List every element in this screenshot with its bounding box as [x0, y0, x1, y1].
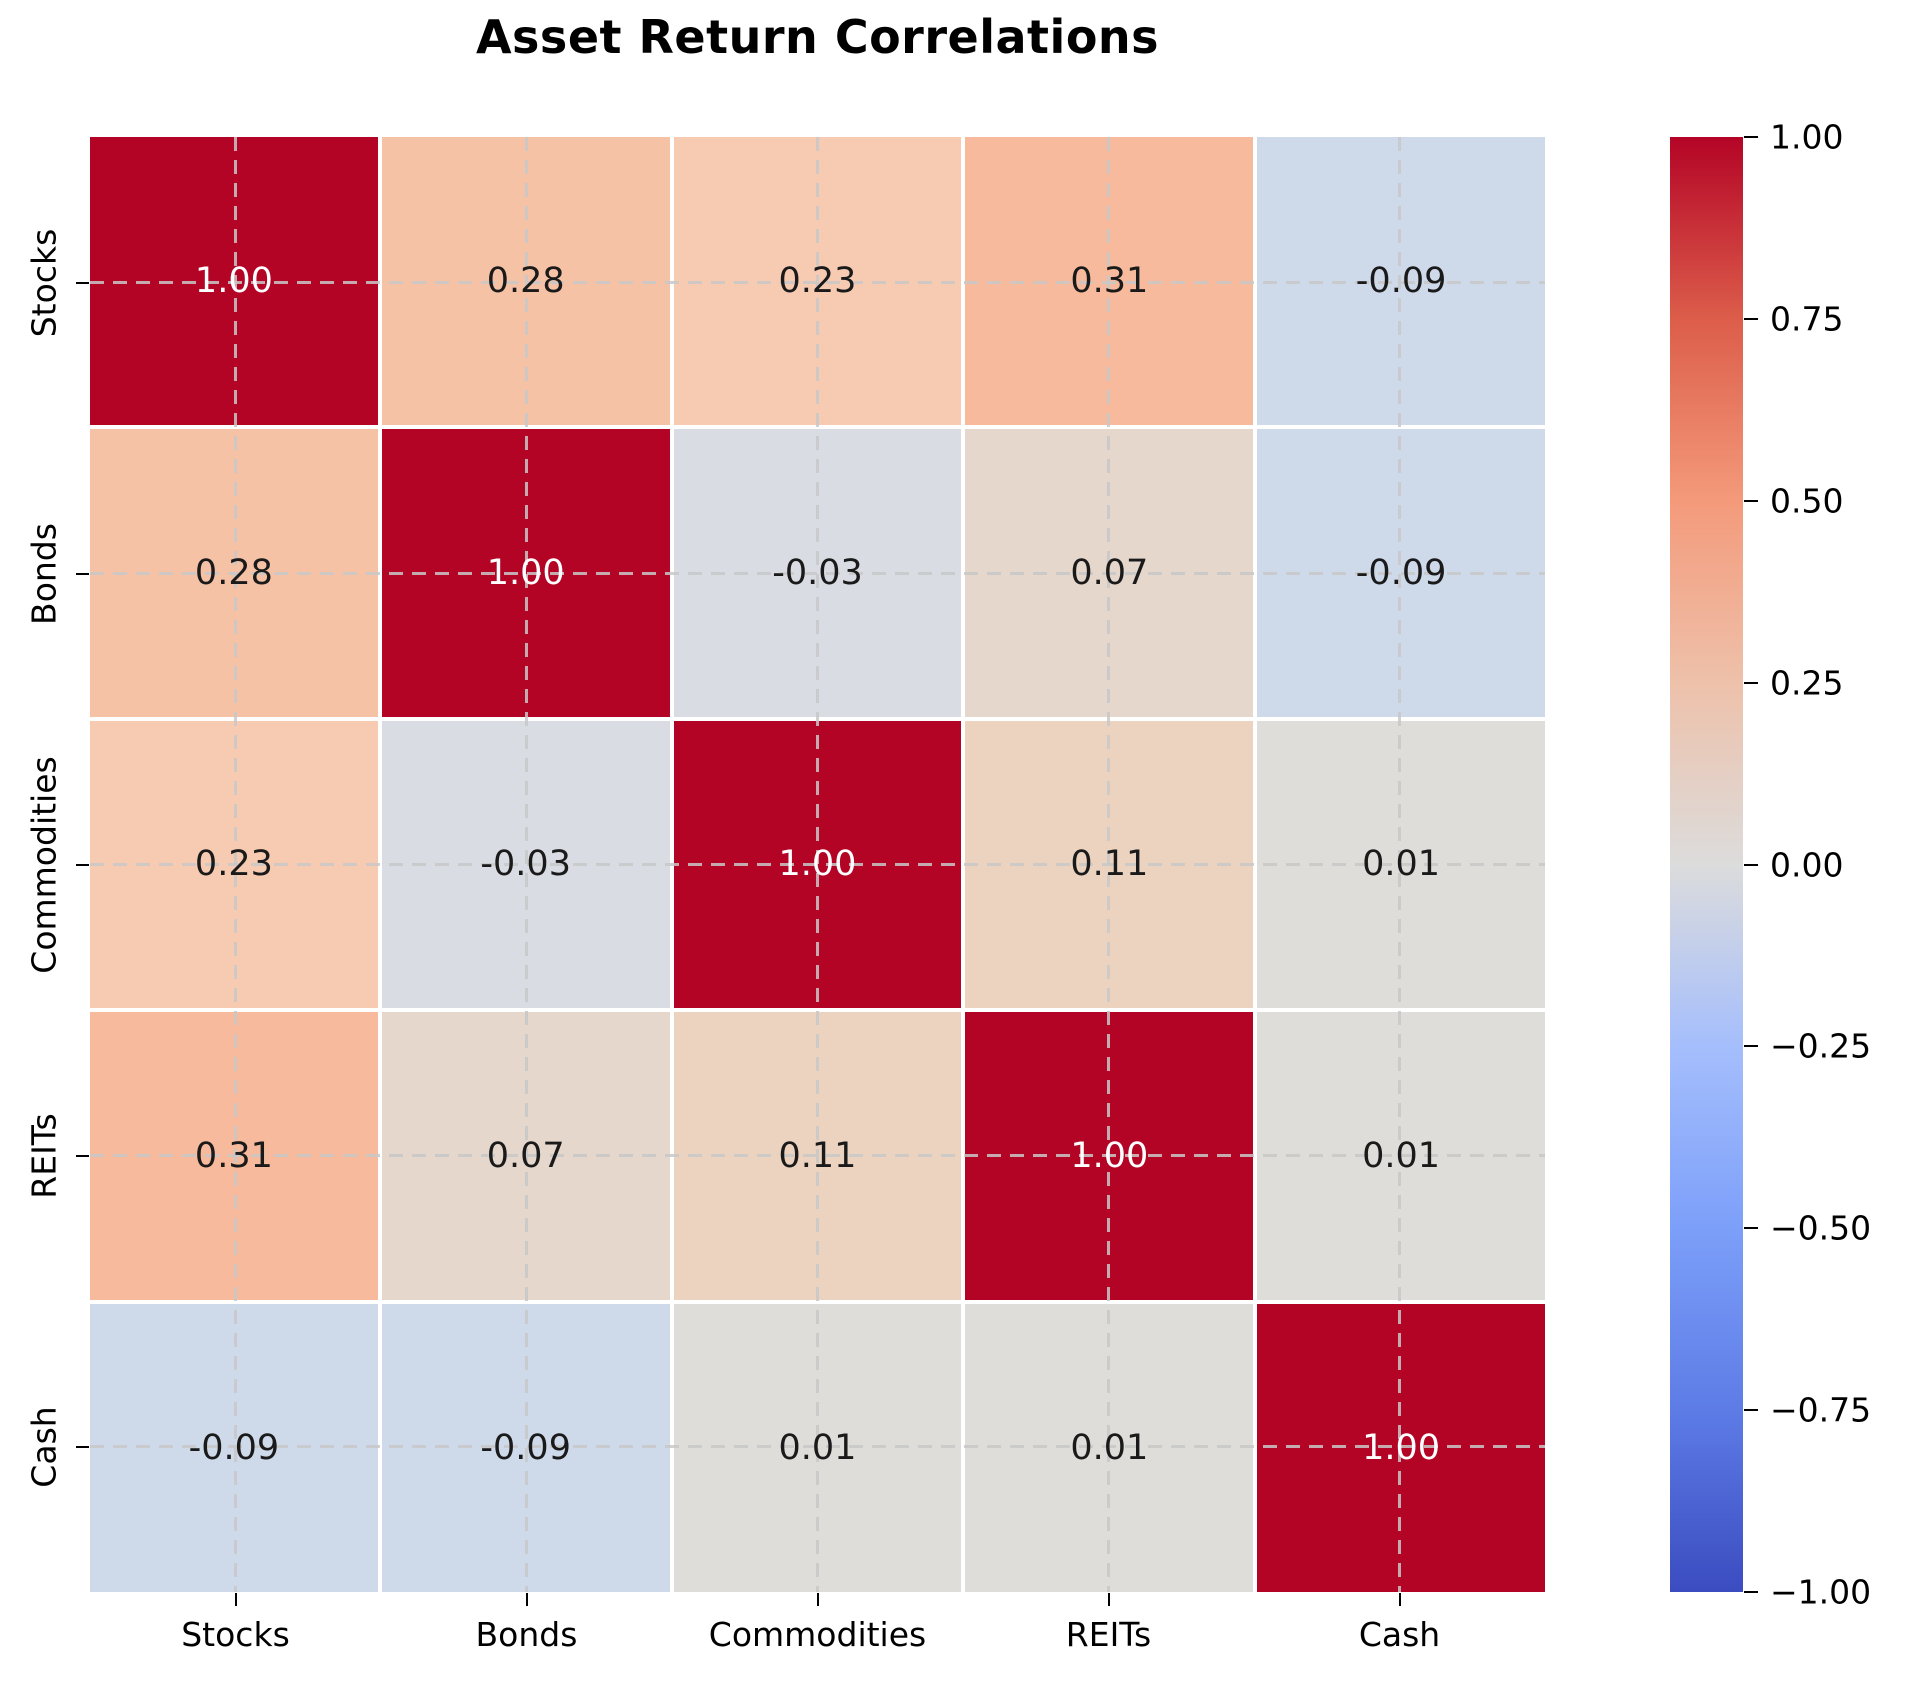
heatmap-cell: 0.23 — [90, 720, 378, 1009]
colorbar-tick-label: 0.50 — [1770, 481, 1844, 521]
colorbar-tick-label: −0.25 — [1770, 1026, 1872, 1066]
x-axis-tick-mark — [234, 1593, 237, 1606]
x-axis-tick-mark — [1398, 1593, 1401, 1606]
heatmap-cell: -0.09 — [1257, 428, 1545, 717]
y-axis-tick-mark — [76, 1445, 89, 1448]
heatmap-cell: 0.11 — [965, 720, 1254, 1009]
colorbar — [1670, 137, 1743, 1592]
cell-annotation: 0.23 — [194, 844, 273, 885]
colorbar-tick-label: 0.25 — [1770, 663, 1844, 703]
heatmap-grid: 1.00 0.28 0.23 0.31 -0.09 0.28 1.00 -0.03 0.07 -0… — [90, 137, 1545, 1592]
y-axis-tick-label: Bonds — [24, 522, 64, 625]
y-axis-tick-label: Stocks — [24, 228, 64, 337]
cell-annotation: 0.31 — [194, 1136, 273, 1177]
colorbar-tick-mark — [1744, 863, 1758, 866]
cell-annotation: 1.00 — [486, 552, 565, 593]
heatmap-cell: 0.07 — [381, 1012, 670, 1301]
heatmap-cell: 0.28 — [381, 137, 670, 425]
x-axis-tick-label: Stocks — [181, 1615, 290, 1654]
x-axis-tick-label: REITs — [1065, 1615, 1152, 1654]
cell-annotation: -0.09 — [1355, 260, 1447, 301]
cell-annotation: 0.11 — [1070, 844, 1149, 885]
colorbar-tick-label: −1.00 — [1770, 1572, 1872, 1612]
heatmap-cell: 0.11 — [673, 1012, 962, 1301]
cell-annotation: 1.00 — [194, 260, 273, 301]
heatmap-cell: 0.01 — [1257, 1012, 1545, 1301]
chart-title: Asset Return Correlations — [475, 10, 1160, 64]
colorbar-tick-mark — [1744, 499, 1758, 502]
cell-annotation: -0.03 — [772, 552, 863, 593]
colorbar-tick-label: 1.00 — [1770, 117, 1844, 157]
heatmap-cell: 1.00 — [1257, 1304, 1545, 1592]
cell-annotation: 1.00 — [1362, 1428, 1441, 1469]
colorbar-tick-mark — [1744, 1591, 1758, 1593]
cell-annotation: 0.07 — [486, 1136, 565, 1177]
cell-annotation: -0.09 — [1355, 552, 1447, 593]
heatmap-cell: 0.31 — [90, 1012, 378, 1301]
heatmap-cell: -0.09 — [90, 1304, 378, 1592]
cell-annotation: 0.28 — [486, 260, 565, 301]
y-axis-tick-label: Commodities — [24, 755, 64, 974]
heatmap-cell: 0.23 — [673, 137, 962, 425]
heatmap-cell: -0.03 — [673, 428, 962, 717]
heatmap-cell: 1.00 — [673, 720, 962, 1009]
cell-annotation: 0.07 — [1070, 552, 1149, 593]
colorbar-tick-label: −0.50 — [1770, 1208, 1872, 1248]
y-axis-tick-mark — [76, 863, 89, 866]
y-axis-tick-label: Cash — [24, 1405, 64, 1488]
x-axis-tick-label: Commodities — [708, 1615, 927, 1654]
y-axis-tick-mark — [76, 281, 89, 284]
colorbar-tick-mark — [1744, 317, 1758, 320]
cell-annotation: 0.23 — [778, 260, 857, 301]
cell-annotation: 0.11 — [778, 1136, 857, 1177]
cell-annotation: 0.31 — [1070, 260, 1149, 301]
y-axis-tick-mark — [76, 572, 89, 575]
heatmap-cell: 1.00 — [965, 1012, 1254, 1301]
heatmap-cell: 0.31 — [965, 137, 1254, 425]
colorbar-tick-mark — [1744, 136, 1758, 138]
heatmap-cell: 0.07 — [965, 428, 1254, 717]
heatmap-cell: 0.01 — [1257, 720, 1545, 1009]
cell-annotation: 0.01 — [778, 1428, 857, 1469]
y-axis-tick-label: REITs — [24, 1112, 64, 1199]
heatmap-cell: -0.09 — [381, 1304, 670, 1592]
cell-annotation: -0.09 — [188, 1428, 280, 1469]
heatmap-cell: 0.01 — [965, 1304, 1254, 1592]
cell-annotation: 0.01 — [1362, 844, 1441, 885]
colorbar-tick-label: 0.00 — [1770, 845, 1844, 884]
x-axis-tick-mark — [525, 1593, 528, 1606]
colorbar-tick-mark — [1744, 1409, 1758, 1412]
heatmap-cell: 0.01 — [673, 1304, 962, 1592]
cell-annotation: 0.01 — [1070, 1428, 1149, 1469]
x-axis-tick-label: Bonds — [475, 1615, 578, 1654]
colorbar-tick-mark — [1744, 1045, 1758, 1048]
cell-annotation: 0.28 — [194, 552, 273, 593]
colorbar-tick-mark — [1744, 1227, 1758, 1230]
y-axis-tick-mark — [76, 1154, 89, 1157]
x-axis-tick-mark — [816, 1593, 819, 1606]
cell-annotation: 1.00 — [778, 844, 857, 885]
x-axis-tick-mark — [1107, 1593, 1110, 1606]
cell-annotation: -0.09 — [480, 1428, 571, 1469]
x-axis-tick-label: Cash — [1358, 1615, 1441, 1654]
heatmap-cell: 1.00 — [381, 428, 670, 717]
heatmap-cell: -0.09 — [1257, 137, 1545, 425]
cell-annotation: 1.00 — [1070, 1136, 1149, 1177]
colorbar-tick-label: −0.75 — [1770, 1390, 1872, 1430]
heatmap-cell: 1.00 — [90, 137, 378, 425]
heatmap-cell: -0.03 — [381, 720, 670, 1009]
colorbar-tick-label: 0.75 — [1770, 299, 1844, 339]
cell-annotation: -0.03 — [480, 844, 571, 885]
colorbar-tick-mark — [1744, 681, 1758, 684]
heatmap-cell: 0.28 — [90, 428, 378, 717]
cell-annotation: 0.01 — [1362, 1136, 1441, 1177]
